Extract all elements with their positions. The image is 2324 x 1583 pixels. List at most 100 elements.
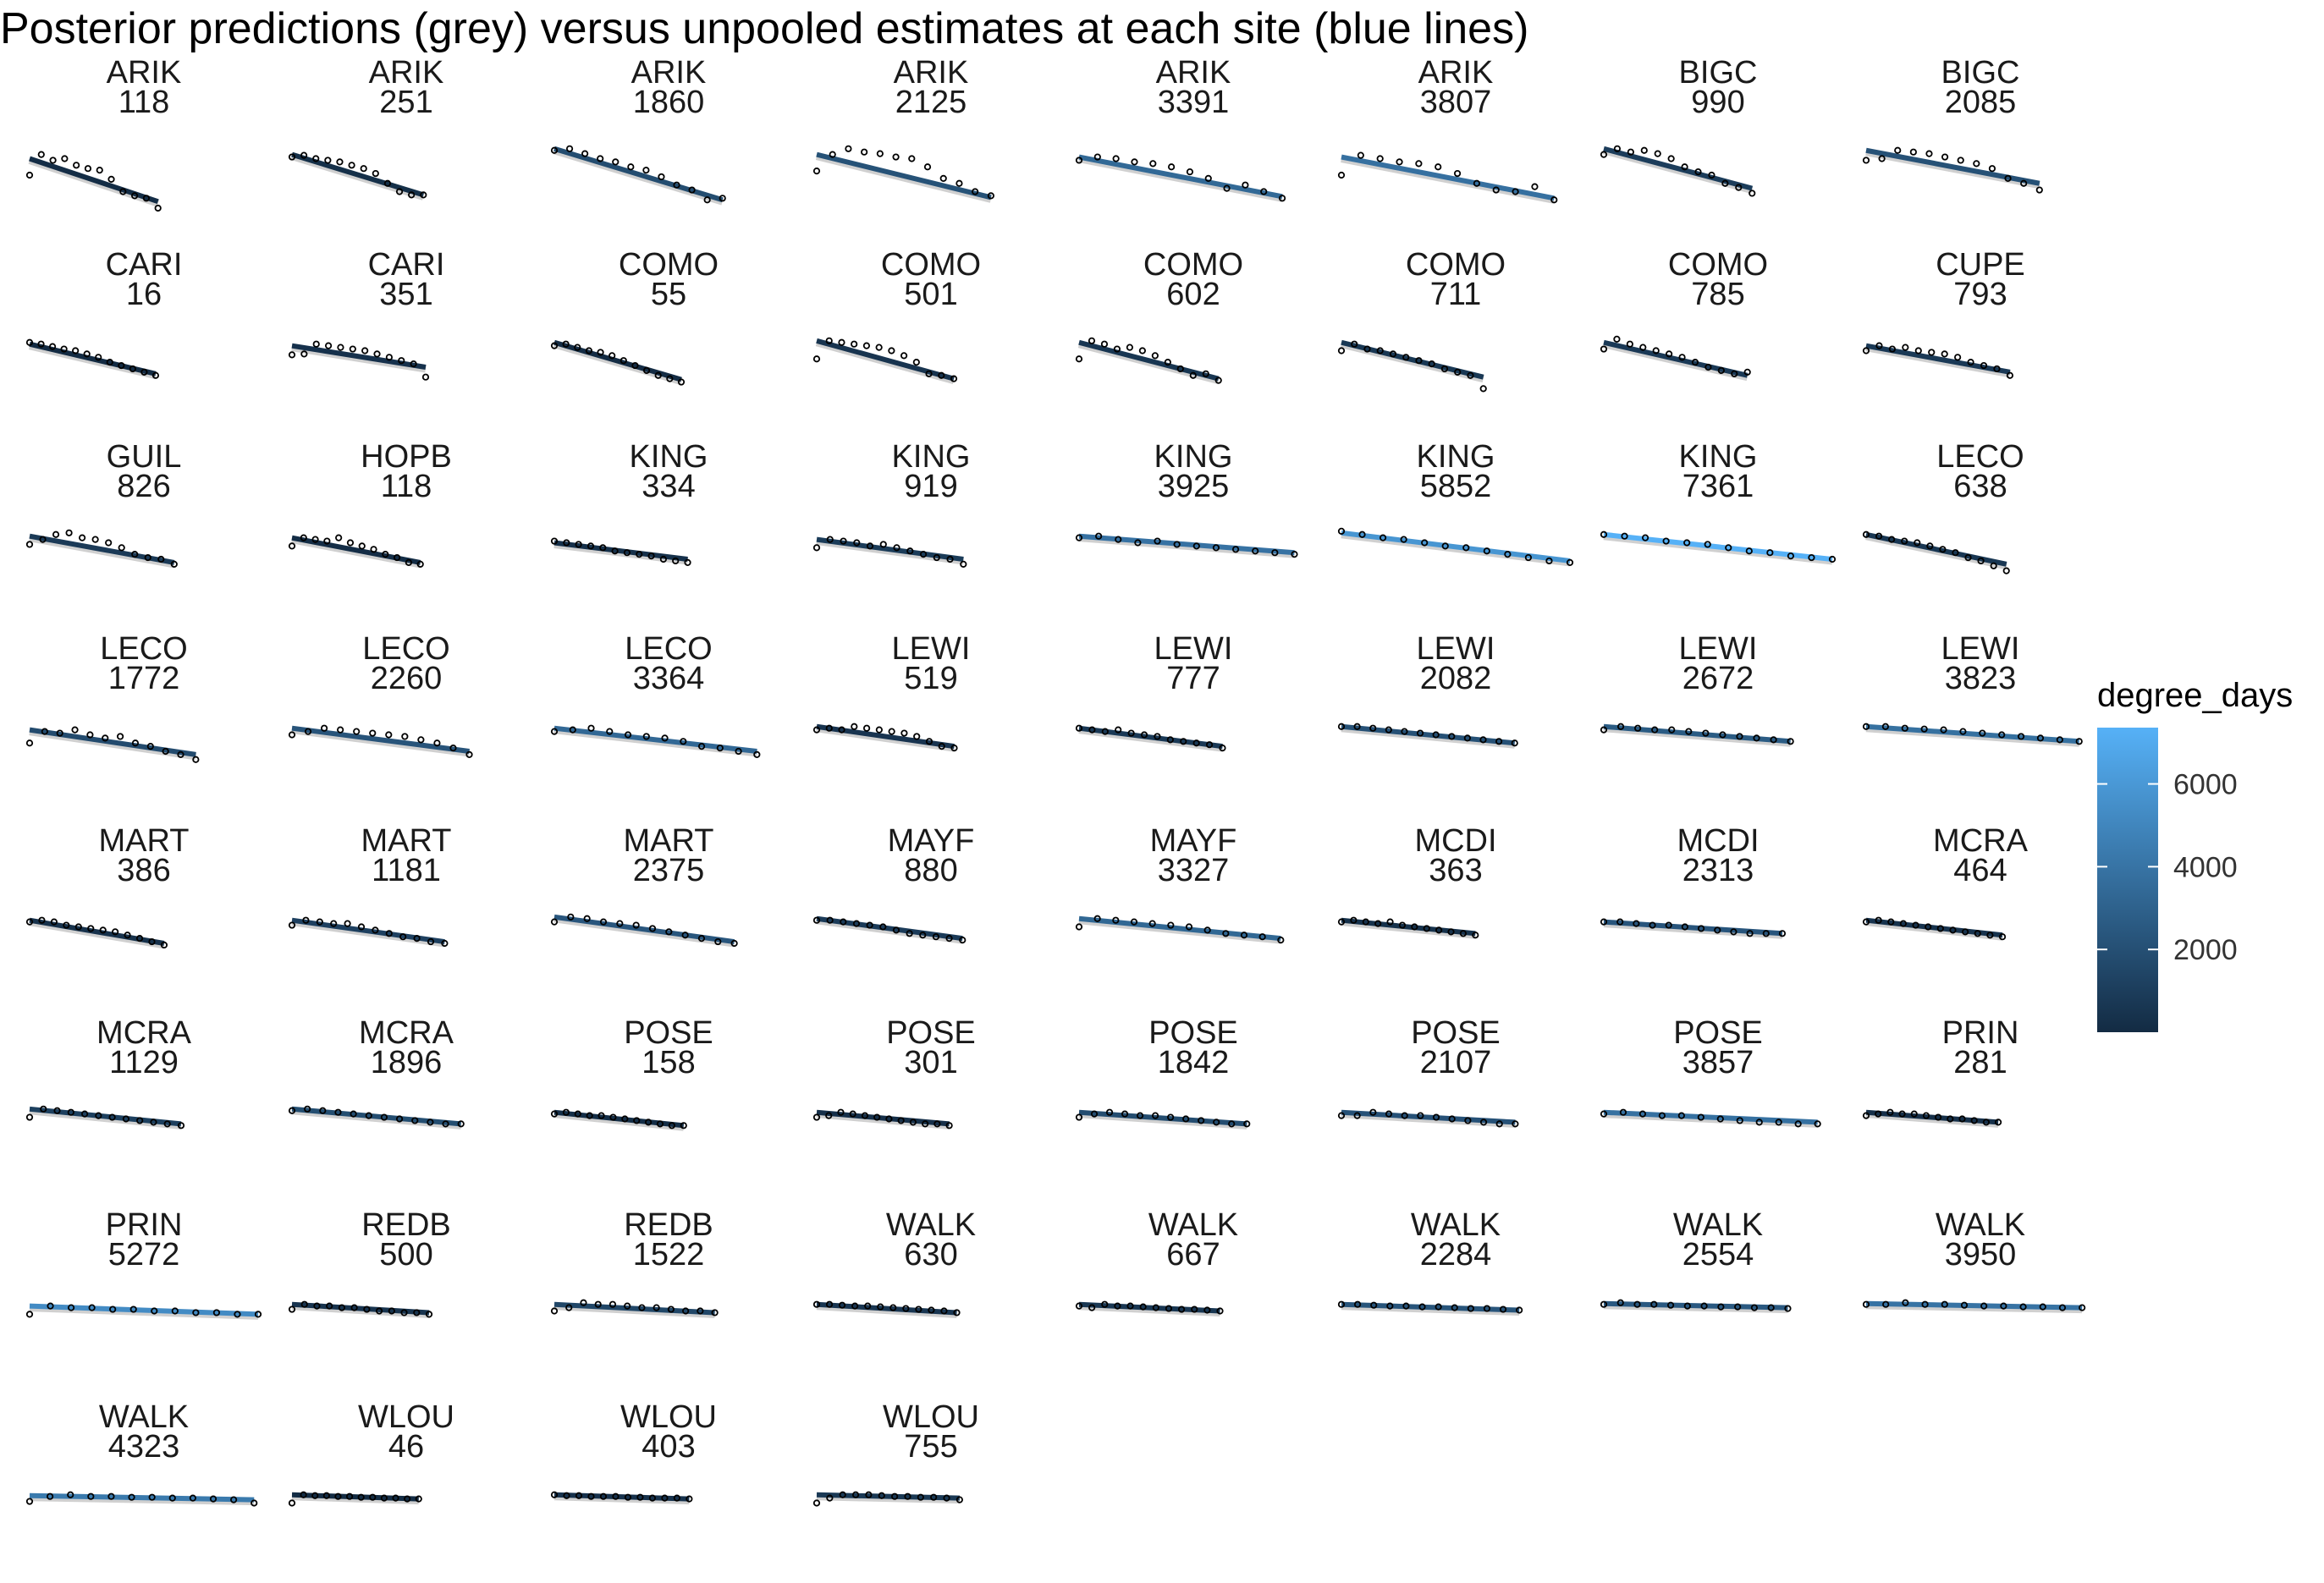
observation-point [1639, 344, 1647, 351]
unpooled-estimate-line [291, 725, 470, 754]
facet-site-label: MAYF [1150, 823, 1237, 859]
unpooled-estimate-line [1603, 146, 1754, 191]
observation-point [80, 1110, 89, 1118]
observation-point [170, 560, 178, 568]
observation-point [1140, 731, 1148, 739]
observation-point [861, 1112, 869, 1119]
observation-point [1357, 151, 1364, 159]
observation-point [234, 1311, 241, 1318]
observation-point [1278, 195, 1286, 202]
observation-point [2035, 186, 2043, 194]
observation-point [647, 552, 655, 560]
observation-point [1862, 1112, 1870, 1119]
observation-point [1075, 1113, 1083, 1121]
observation-point [1203, 926, 1211, 934]
observation-point [1925, 150, 1933, 157]
observation-point [1205, 741, 1214, 749]
observation-point [1101, 728, 1109, 735]
observation-point [1746, 930, 1754, 937]
observation-point [1075, 923, 1083, 931]
observation-point [288, 731, 296, 739]
facet-degree-days-label: 2284 [1420, 1237, 1492, 1272]
observation-point [433, 739, 441, 747]
facet-site-label: GUIL [107, 439, 182, 475]
observation-point [25, 171, 34, 179]
observation-point [212, 1309, 221, 1316]
facet-degree-days-label: 667 [1166, 1237, 1220, 1272]
observation-point [1762, 930, 1770, 937]
observation-point [730, 939, 738, 948]
observation-point [682, 1307, 690, 1315]
observation-point [1666, 1301, 1675, 1309]
observation-point [177, 1122, 185, 1130]
observation-point [1988, 165, 1996, 173]
observation-point [357, 1493, 365, 1501]
observation-point [372, 926, 379, 934]
observation-point [372, 169, 379, 178]
observation-point [313, 1302, 321, 1310]
observation-point [913, 733, 921, 740]
unpooled-estimate-line [1078, 533, 1295, 556]
facet-site-label: ARIK [1418, 55, 1494, 91]
observation-point [316, 918, 323, 926]
observation-point [79, 534, 86, 541]
observation-point [1191, 1305, 1198, 1313]
unpooled-estimate-line [29, 727, 196, 757]
observation-point [349, 345, 356, 353]
unpooled-estimate-line [816, 915, 963, 942]
observation-point [1691, 359, 1699, 366]
observation-point [673, 1494, 680, 1502]
observation-point [1616, 918, 1624, 926]
facet-site-label: POSE [624, 1015, 713, 1051]
observation-point [1386, 1302, 1394, 1310]
facet-site-label: CARI [368, 247, 445, 283]
observation-point [427, 937, 435, 946]
observation-point [1401, 728, 1408, 735]
facet-degree-days-label: 1181 [372, 853, 441, 888]
observation-point [1112, 155, 1120, 162]
observation-point [852, 920, 861, 927]
observation-point [2017, 733, 2025, 740]
observation-point [320, 724, 328, 732]
facet-degree-days-label: 1772 [108, 661, 180, 696]
observation-point [656, 1120, 664, 1128]
observation-point [1641, 534, 1649, 541]
observation-point [1652, 347, 1660, 355]
observation-point [131, 739, 140, 747]
observation-point [375, 1307, 383, 1315]
observation-point [598, 1112, 605, 1119]
observation-point [879, 541, 887, 548]
observation-point [160, 941, 168, 949]
observation-point [550, 537, 559, 545]
observation-point [893, 544, 900, 552]
unpooled-estimate-line [1341, 339, 1484, 380]
observation-point [865, 1491, 873, 1498]
observation-point [826, 1494, 834, 1502]
observation-point [642, 167, 650, 174]
observation-point [1423, 925, 1430, 932]
observation-point [1291, 551, 1298, 558]
observation-point [60, 345, 68, 353]
observation-point [1389, 350, 1397, 358]
observation-point [1337, 1300, 1346, 1308]
facet-degree-days-label: 3807 [1420, 85, 1492, 120]
observation-point [1766, 549, 1774, 557]
observation-point [1980, 1302, 1988, 1310]
observation-point [960, 560, 967, 568]
facet-degree-days-label: 638 [1953, 469, 2007, 504]
observation-point [108, 1113, 116, 1121]
observation-point [465, 750, 473, 759]
observation-point [1240, 932, 1248, 939]
observation-point [1668, 726, 1676, 734]
legend-colorbar [2097, 728, 2158, 1032]
observation-point [633, 1117, 641, 1124]
observation-point [550, 918, 559, 926]
observation-point [116, 733, 124, 740]
observation-point [1787, 552, 1795, 560]
